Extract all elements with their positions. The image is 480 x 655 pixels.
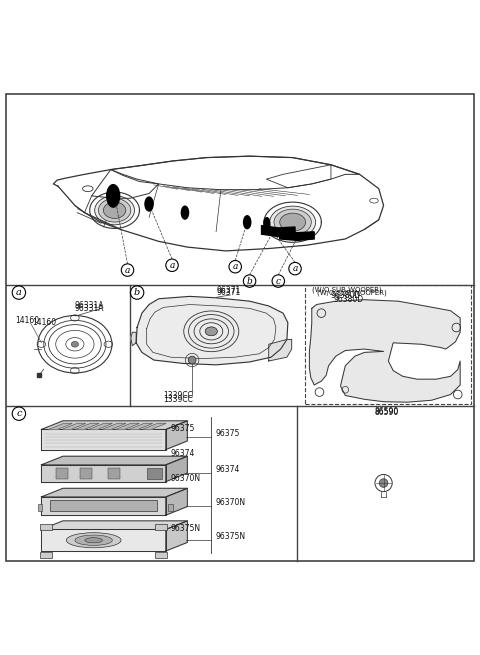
Text: (W/O SUB WOOPER): (W/O SUB WOOPER)	[317, 290, 386, 296]
Text: 96370N: 96370N	[170, 474, 201, 483]
Ellipse shape	[243, 215, 252, 229]
Bar	[50, 500, 157, 512]
Polygon shape	[166, 457, 187, 481]
Text: 96375N: 96375N	[215, 533, 245, 541]
Ellipse shape	[66, 533, 121, 548]
Text: 96370N: 96370N	[215, 498, 245, 507]
Polygon shape	[166, 421, 187, 449]
Polygon shape	[41, 430, 166, 449]
Ellipse shape	[280, 213, 306, 231]
Text: 96380D: 96380D	[331, 291, 361, 300]
Polygon shape	[143, 423, 166, 430]
Text: b: b	[247, 276, 252, 286]
Bar	[56, 468, 68, 479]
Bar	[108, 468, 120, 479]
Text: 86590: 86590	[374, 408, 398, 417]
Text: 96374: 96374	[215, 465, 240, 474]
Ellipse shape	[103, 202, 126, 218]
Text: 96375: 96375	[215, 429, 240, 438]
Text: c: c	[16, 409, 22, 418]
Text: a: a	[292, 264, 298, 273]
Text: b: b	[134, 288, 140, 297]
Polygon shape	[102, 423, 126, 430]
Polygon shape	[41, 529, 166, 551]
Ellipse shape	[180, 206, 189, 220]
Text: 96375: 96375	[170, 424, 195, 434]
Text: 96375N: 96375N	[170, 524, 201, 533]
Polygon shape	[262, 225, 295, 236]
Circle shape	[379, 479, 388, 487]
Text: a: a	[125, 265, 130, 274]
Ellipse shape	[205, 327, 217, 335]
Polygon shape	[89, 423, 112, 430]
Polygon shape	[75, 423, 99, 430]
Text: 96371: 96371	[216, 286, 240, 295]
Text: 1339CC: 1339CC	[163, 391, 193, 400]
Text: c: c	[276, 276, 281, 286]
Bar	[168, 504, 172, 512]
Bar	[305, 286, 471, 404]
Ellipse shape	[95, 196, 134, 225]
Polygon shape	[310, 300, 460, 402]
Polygon shape	[129, 423, 153, 430]
Bar	[80, 468, 92, 479]
Ellipse shape	[72, 341, 78, 347]
Polygon shape	[41, 457, 187, 465]
Polygon shape	[269, 339, 292, 361]
Polygon shape	[131, 332, 136, 346]
Text: 1339CC: 1339CC	[163, 395, 193, 403]
Text: (W/O SUB WOOPER): (W/O SUB WOOPER)	[312, 286, 382, 293]
Polygon shape	[166, 521, 187, 551]
Bar	[156, 524, 167, 530]
Text: a: a	[169, 261, 175, 270]
Ellipse shape	[98, 198, 131, 222]
Ellipse shape	[274, 209, 312, 235]
Bar	[156, 552, 167, 557]
Polygon shape	[41, 465, 166, 481]
Text: 96331A: 96331A	[75, 304, 104, 313]
Text: 96380D: 96380D	[333, 295, 363, 304]
Ellipse shape	[106, 184, 120, 208]
Circle shape	[188, 356, 196, 364]
Polygon shape	[62, 423, 85, 430]
Bar	[40, 552, 52, 557]
Ellipse shape	[144, 196, 154, 212]
Text: 14160: 14160	[32, 318, 56, 328]
Text: a: a	[232, 262, 238, 271]
Text: 86590: 86590	[374, 407, 398, 416]
Bar	[147, 468, 162, 479]
Polygon shape	[280, 232, 314, 240]
Text: a: a	[16, 288, 22, 297]
Polygon shape	[136, 297, 288, 365]
Ellipse shape	[263, 217, 270, 229]
Ellipse shape	[85, 538, 102, 543]
Text: 14160: 14160	[15, 316, 39, 325]
Polygon shape	[116, 423, 139, 430]
Ellipse shape	[75, 535, 112, 546]
Ellipse shape	[270, 206, 316, 238]
Text: 96374: 96374	[170, 449, 195, 458]
Text: 96331A: 96331A	[75, 301, 104, 310]
Polygon shape	[41, 421, 187, 430]
Polygon shape	[41, 497, 166, 515]
Bar	[40, 524, 52, 530]
Polygon shape	[41, 489, 187, 497]
Polygon shape	[48, 423, 72, 430]
Polygon shape	[41, 521, 187, 529]
Bar	[37, 504, 42, 512]
Polygon shape	[166, 489, 187, 515]
Text: 96371: 96371	[216, 288, 240, 297]
